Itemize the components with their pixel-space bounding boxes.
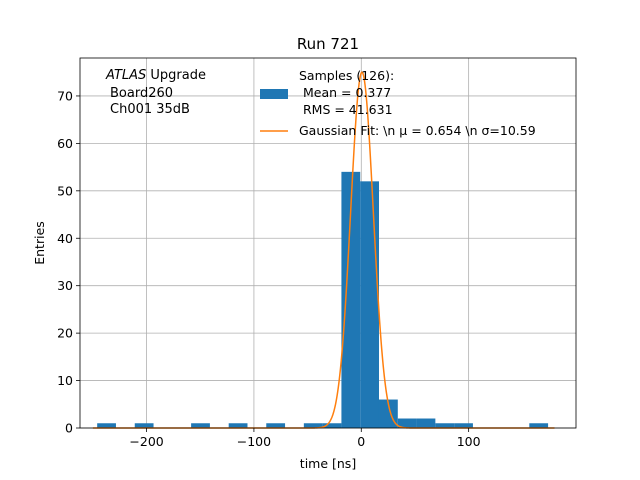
legend-histogram-line3: RMS = 41.631 bbox=[299, 102, 393, 117]
atlas-italic: ATLAS bbox=[105, 68, 146, 83]
y-tick-label: 70 bbox=[57, 88, 73, 103]
y-tick-label: 20 bbox=[57, 326, 73, 341]
legend-histogram-swatch bbox=[260, 89, 288, 99]
board-label: Board260 bbox=[110, 86, 173, 101]
y-tick-label: 30 bbox=[57, 278, 73, 293]
x-tick-label: −200 bbox=[129, 434, 163, 449]
histogram-bar bbox=[417, 419, 436, 428]
y-tick-label: 0 bbox=[65, 421, 73, 436]
x-axis-label: time [ns] bbox=[300, 456, 356, 471]
y-tick-label: 10 bbox=[57, 373, 73, 388]
histogram-bar bbox=[360, 181, 379, 428]
y-axis-label: Entries bbox=[32, 221, 47, 265]
y-tick-label: 60 bbox=[57, 136, 73, 151]
y-tick-label: 50 bbox=[57, 183, 73, 198]
legend-fit-label: Gaussian Fit: \n μ = 0.654 \n σ=10.59 bbox=[299, 123, 536, 138]
atlas-upgrade: Upgrade bbox=[146, 68, 206, 83]
y-tick-label: 40 bbox=[57, 231, 73, 246]
channel-label: Ch001 35dB bbox=[110, 102, 190, 117]
x-tick-label: −100 bbox=[237, 434, 271, 449]
x-tick-label: 0 bbox=[357, 434, 365, 449]
x-tick-label: 100 bbox=[457, 434, 481, 449]
chart-title: Run 721 bbox=[297, 35, 359, 53]
legend-histogram-line1: Samples (126): bbox=[299, 68, 394, 83]
legend-histogram-line2: Mean = 0.377 bbox=[299, 85, 391, 100]
atlas-label: ATLAS Upgrade bbox=[105, 68, 206, 83]
